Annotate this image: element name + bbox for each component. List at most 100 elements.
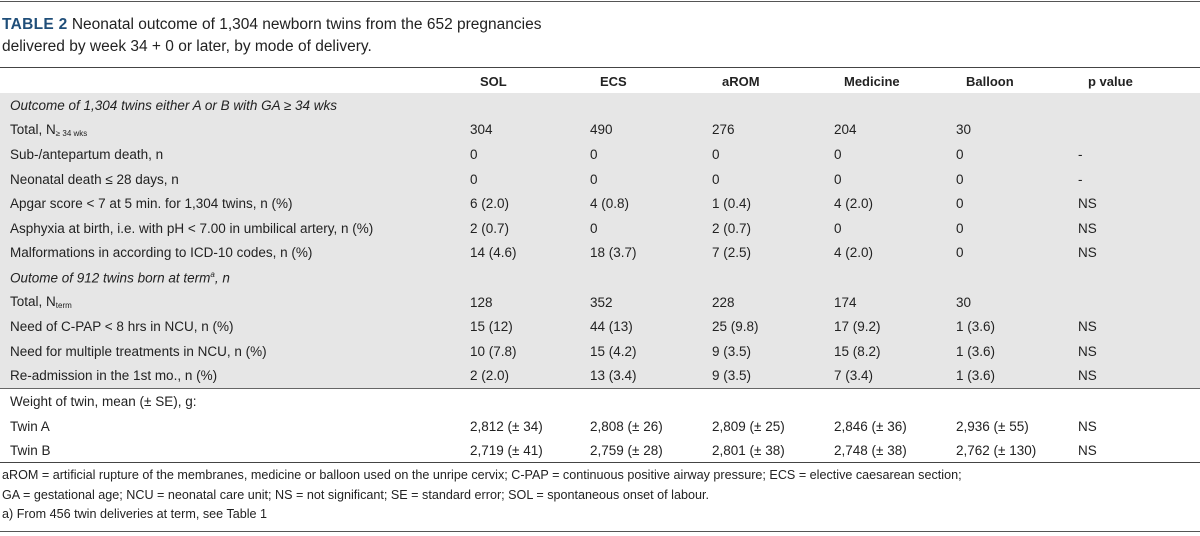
col-header-ecs: ECS (600, 74, 627, 89)
col-header-medicine: Medicine (844, 74, 900, 89)
cell-p-value: NS (1078, 338, 1200, 364)
cell-ecs: 2,808 (± 26) (590, 418, 663, 434)
table-row: Total, N≥ 34 wks 304 490 276 204 30 (0, 117, 1200, 143)
caption-text-line2: delivered by week 34 + 0 or later, by mo… (2, 38, 372, 55)
table-footnotes: aROM = artificial rupture of the membran… (2, 466, 1198, 525)
cell-medicine: 0 (834, 166, 956, 192)
cell-balloon: 30 (956, 117, 1078, 143)
cell-p-value: NS (1078, 314, 1200, 339)
cell-medicine: 0 (834, 142, 956, 167)
cell-balloon: 1 (3.6) (956, 314, 1078, 339)
cell-ecs: 18 (3.7) (590, 240, 712, 266)
footnote-abbrev-line1: aROM = artificial rupture of the membran… (2, 468, 962, 482)
cell-sol: 2,812 (± 34) (470, 418, 543, 434)
cell-sol: 2,719 (± 41) (470, 443, 543, 459)
table-label: TABLE 2 (2, 16, 68, 33)
table-row: Total, Nterm 128 352 228 174 30 (0, 289, 1200, 315)
cell-medicine: 7 (3.4) (834, 363, 956, 389)
table-row: Sub-/antepartum death, n 0 0 0 0 0 - (0, 142, 1200, 167)
cell-balloon: 0 (956, 166, 1078, 192)
row-label: Need of C-PAP < 8 hrs in NCU, n (%) (0, 314, 470, 339)
row-label: Re-admission in the 1st mo., n (%) (0, 363, 470, 389)
cell-sol: 2 (2.0) (470, 363, 590, 389)
cell-medicine: 174 (834, 289, 956, 315)
cell-arom: 2 (0.7) (712, 215, 834, 241)
section-header-row: Weight of twin, mean (± SE), g: (0, 388, 1200, 414)
cell-ecs: 490 (590, 117, 712, 143)
cell-medicine: 204 (834, 117, 956, 143)
cell-balloon: 0 (956, 240, 1078, 266)
cell-arom: 7 (2.5) (712, 240, 834, 266)
cell-medicine: 0 (834, 215, 956, 241)
cell-sol: 2 (0.7) (470, 215, 590, 241)
row-label: Twin A (10, 418, 50, 434)
cell-p-value: NS (1078, 443, 1097, 459)
cell-arom: 276 (712, 117, 834, 143)
cell-balloon: 1 (3.6) (956, 338, 1078, 364)
cell-ecs: 15 (4.2) (590, 338, 712, 364)
cell-ecs: 44 (13) (590, 314, 712, 339)
cell-sol: 14 (4.6) (470, 240, 590, 266)
table-bottom-rule (0, 462, 1200, 463)
row-label: Total, Nterm (0, 289, 470, 315)
table-row: Asphyxia at birth, i.e. with pH < 7.00 i… (0, 215, 1200, 241)
top-rule (0, 1, 1200, 2)
cell-p-value: NS (1078, 191, 1200, 216)
row-label: Twin B (10, 443, 51, 459)
section3-title: Weight of twin, mean (± SE), g: (0, 388, 1200, 414)
outcome-table: Outcome of 1,304 twins either A or B wit… (0, 93, 1200, 463)
row-label: Apgar score < 7 at 5 min. for 1,304 twin… (0, 191, 470, 216)
row-label: Sub-/antepartum death, n (0, 142, 470, 167)
cell-balloon: 2,762 (± 130) (956, 443, 1037, 459)
cell-arom: 9 (3.5) (712, 363, 834, 389)
cell-p-value: - (1078, 166, 1200, 192)
footnote-abbrev-line2: GA = gestational age; NCU = neonatal car… (2, 487, 709, 502)
cell-arom: 0 (712, 142, 834, 167)
cell-medicine: 2,846 (± 36) (834, 418, 907, 434)
table-row: Re-admission in the 1st mo., n (%) 2 (2.… (0, 363, 1200, 389)
cell-p-value: NS (1078, 418, 1097, 434)
cell-ecs: 2,759 (± 28) (590, 443, 663, 459)
cell-arom: 9 (3.5) (712, 338, 834, 364)
cell-arom: 1 (0.4) (712, 191, 834, 216)
cell-balloon: 0 (956, 142, 1078, 167)
table-row: Twin B 2,719 (± 41) 2,759 (± 28) 2,801 (… (0, 438, 1200, 463)
cell-p-value: - (1078, 142, 1200, 167)
section1-title: Outcome of 1,304 twins either A or B wit… (0, 93, 1200, 118)
table-row: Malformations in according to ICD-10 cod… (0, 240, 1200, 266)
section2-title: Outome of 912 twins born at terma, n (0, 265, 1200, 290)
cell-ecs: 0 (590, 166, 712, 192)
cell-sol: 6 (2.0) (470, 191, 590, 216)
cell-arom: 2,801 (± 38) (712, 443, 785, 459)
header-rule (0, 67, 1200, 68)
cell-p-value: NS (1078, 215, 1200, 241)
cell-ecs: 0 (590, 215, 712, 241)
table-caption: TABLE 2 Neonatal outcome of 1,304 newbor… (2, 14, 541, 58)
cell-medicine: 4 (2.0) (834, 240, 956, 266)
row-label: Need for multiple treatments in NCU, n (… (0, 338, 470, 364)
cell-medicine: 17 (9.2) (834, 314, 956, 339)
table-row: Neonatal death ≤ 28 days, n 0 0 0 0 0 - (0, 166, 1200, 192)
cell-sol: 128 (470, 289, 590, 315)
cell-arom: 228 (712, 289, 834, 315)
row-label: Total, N≥ 34 wks (0, 117, 470, 143)
bottom-rule (0, 531, 1200, 532)
col-header-sol: SOL (480, 74, 507, 89)
cell-sol: 0 (470, 142, 590, 167)
cell-sol: 15 (12) (470, 314, 590, 339)
cell-balloon: 2,936 (± 55) (956, 418, 1029, 434)
cell-arom: 2,809 (± 25) (712, 418, 785, 434)
cell-medicine: 4 (2.0) (834, 191, 956, 216)
cell-balloon: 1 (3.6) (956, 363, 1078, 389)
col-header-p-value: p value (1088, 74, 1133, 89)
row-label: Asphyxia at birth, i.e. with pH < 7.00 i… (0, 215, 470, 241)
cell-medicine: 15 (8.2) (834, 338, 956, 364)
section-header-row: Outcome of 1,304 twins either A or B wit… (0, 93, 1200, 118)
cell-p-value: NS (1078, 363, 1200, 389)
table-row: Twin A 2,812 (± 34) 2,808 (± 26) 2,809 (… (0, 414, 1200, 439)
cell-balloon: 0 (956, 191, 1078, 216)
table-row: Apgar score < 7 at 5 min. for 1,304 twin… (0, 191, 1200, 216)
cell-sol: 10 (7.8) (470, 338, 590, 364)
cell-arom: 25 (9.8) (712, 314, 834, 339)
cell-sol: 304 (470, 117, 590, 143)
